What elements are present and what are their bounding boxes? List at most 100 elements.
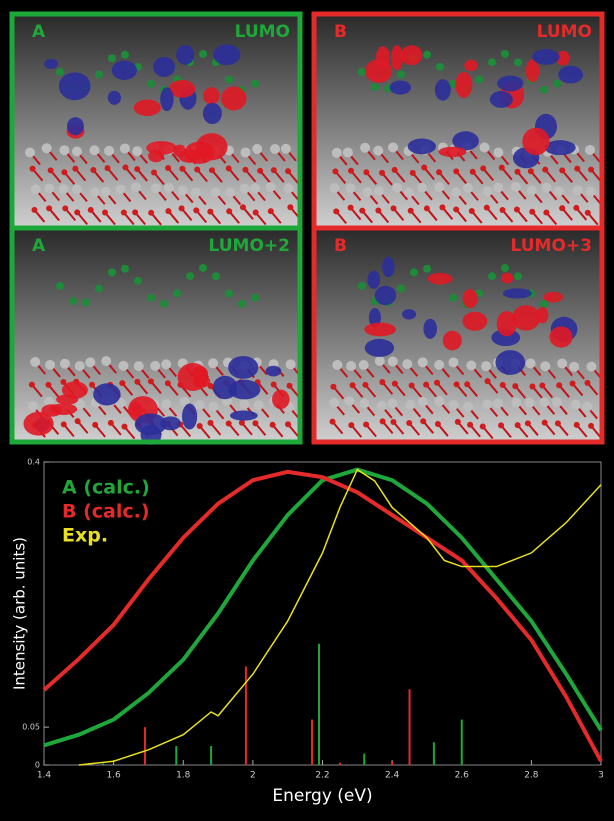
atom [101, 187, 111, 197]
orbital-lobe [173, 145, 186, 157]
panel-label: A [32, 22, 46, 42]
atom [44, 184, 54, 194]
atom [373, 146, 383, 156]
atom [61, 421, 67, 427]
atom [252, 144, 262, 154]
orbital-lobe [495, 350, 525, 375]
atom [287, 204, 293, 210]
atom [250, 183, 260, 193]
orbital-lobe [44, 59, 58, 69]
atom [420, 418, 426, 424]
atom [199, 264, 207, 272]
orbital-lobe [497, 75, 523, 91]
atom [284, 183, 294, 193]
atom [179, 166, 185, 172]
atom [542, 183, 552, 193]
orbital-lobe [408, 138, 436, 154]
orbital-lobe [402, 309, 416, 319]
atom [271, 381, 277, 387]
figure: ALUMOBLUMOALUMO+2BLUMO+31.41.61.822.22.4… [0, 0, 614, 821]
atom [134, 277, 142, 285]
atom [423, 382, 429, 388]
atom [480, 165, 486, 171]
atom [48, 167, 54, 173]
atom [573, 205, 579, 211]
orbital-lobe [59, 72, 91, 100]
atom [193, 207, 199, 213]
atom [463, 183, 473, 193]
atom [573, 185, 583, 195]
atom [454, 381, 460, 387]
atom [392, 381, 398, 387]
atom [455, 419, 461, 425]
atom [434, 182, 444, 192]
orbital-lobe [93, 383, 120, 405]
atom [151, 170, 157, 176]
atom [402, 359, 412, 369]
orbital-lobe [153, 57, 175, 77]
x-tick-label: 2 [250, 771, 256, 781]
atom [151, 183, 161, 193]
atom [208, 420, 214, 426]
atom [453, 206, 459, 212]
atom [421, 164, 427, 170]
atom [56, 282, 64, 290]
atom [72, 184, 82, 194]
atom [482, 399, 492, 409]
atom [332, 148, 342, 158]
atom [511, 398, 521, 408]
x-tick-label: 2.6 [455, 771, 470, 781]
atom [59, 145, 69, 155]
atom [150, 361, 160, 371]
atom [207, 209, 213, 215]
atom [514, 169, 520, 175]
atom [92, 422, 98, 428]
atom [498, 422, 504, 428]
atom [101, 356, 111, 366]
atom [435, 421, 441, 427]
orbital-lobe [266, 366, 282, 377]
atom [391, 205, 397, 211]
atom [434, 396, 444, 406]
atom [483, 186, 493, 196]
atom [225, 290, 233, 298]
y-tick-label: 0 [35, 761, 40, 770]
atom [380, 418, 386, 424]
atom [540, 361, 550, 371]
x-tick-label: 2.8 [524, 771, 539, 781]
orbital-lobe [108, 91, 121, 105]
atom [148, 210, 154, 216]
atom [392, 167, 398, 173]
atom [363, 421, 369, 427]
atom [225, 76, 233, 84]
atom [485, 378, 491, 384]
atom [147, 80, 155, 88]
atom [358, 68, 366, 76]
atom [463, 402, 473, 412]
atom [405, 400, 415, 410]
atom [344, 396, 354, 406]
atom [375, 356, 385, 366]
atom [371, 83, 379, 91]
atom [287, 383, 293, 389]
atom [90, 145, 100, 155]
atom [374, 186, 384, 196]
atom [30, 166, 36, 172]
atom [134, 379, 140, 385]
atom [346, 183, 356, 193]
orbital-lobe [443, 331, 462, 351]
orbital-lobe [549, 326, 572, 347]
atom [388, 357, 398, 367]
atom [178, 186, 188, 196]
atom [359, 208, 365, 214]
atom [252, 420, 258, 426]
atom [453, 168, 459, 174]
atom [451, 187, 461, 197]
atom [118, 361, 128, 371]
atom [525, 398, 535, 408]
atom [527, 186, 537, 196]
atom [559, 205, 565, 211]
atom [553, 80, 561, 88]
orbital-lobe [423, 319, 437, 339]
atom [434, 380, 440, 386]
